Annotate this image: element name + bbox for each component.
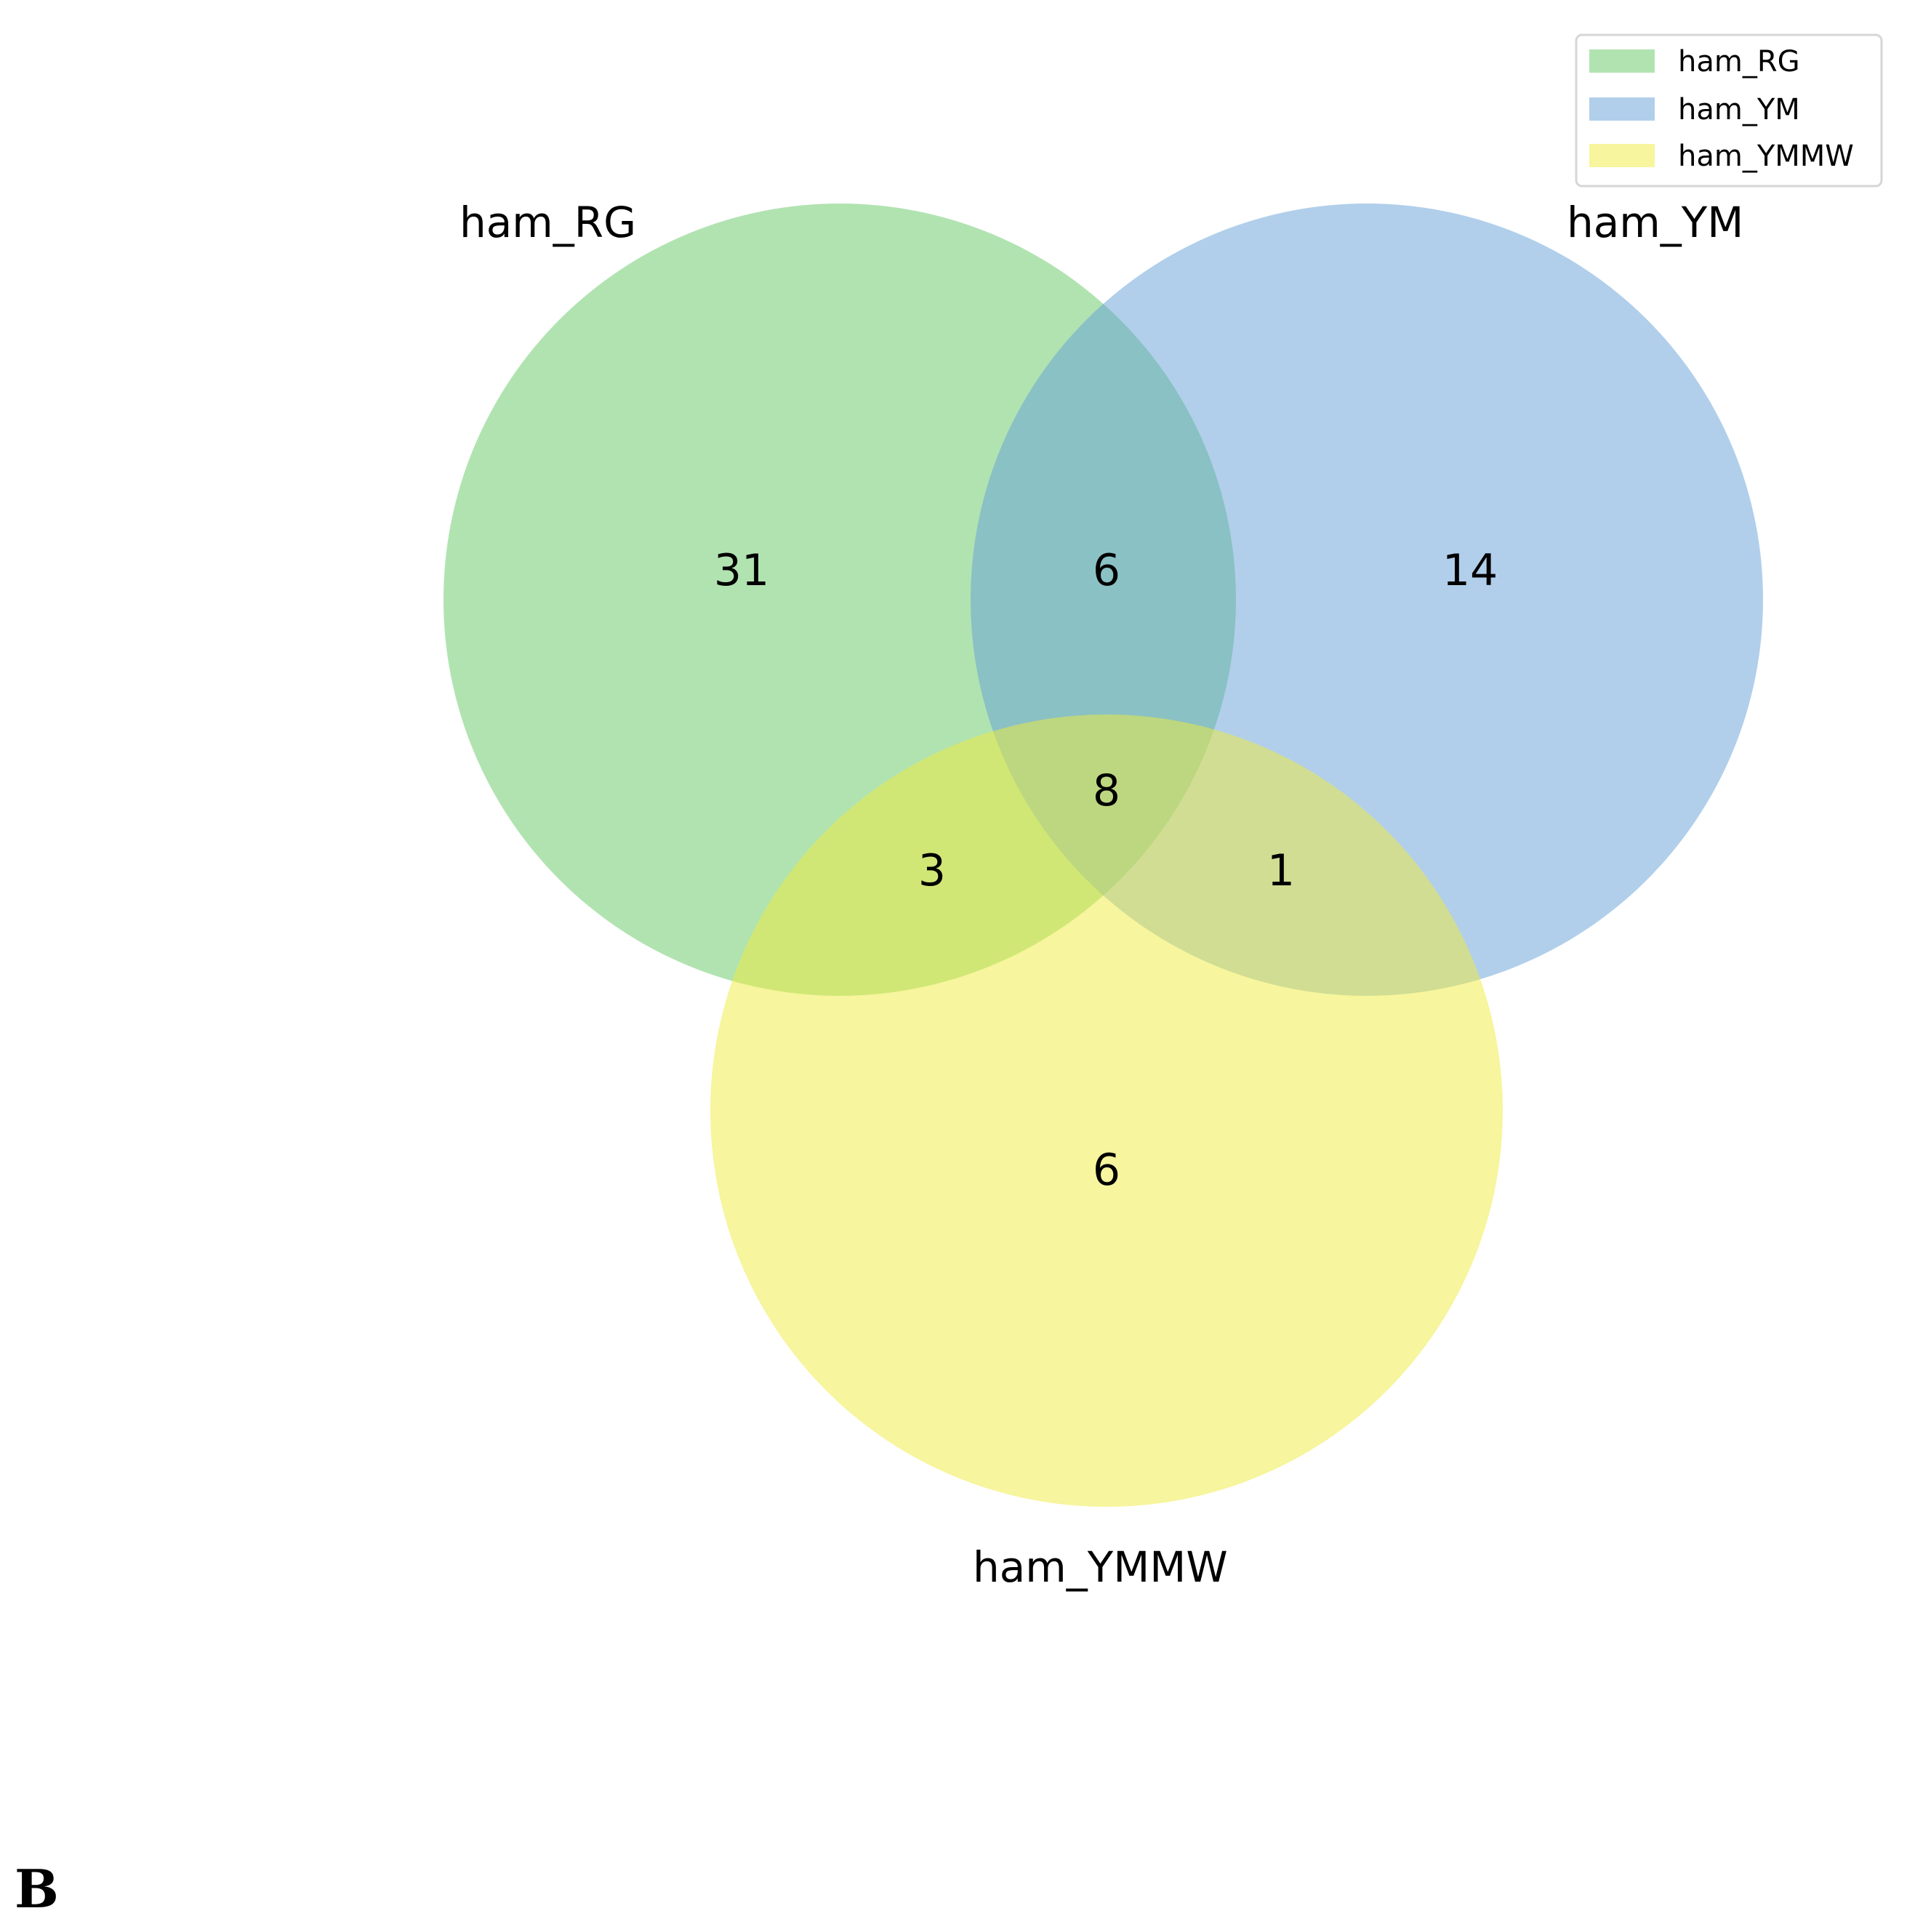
set-label-ham-rg: ham_RG	[459, 198, 636, 247]
legend-swatch-ham-ym	[1589, 97, 1655, 121]
count-ym-ymmw: 1	[1267, 845, 1295, 896]
set-label-ham-ymmw: ham_YMMW	[973, 1542, 1228, 1592]
count-all-three: 8	[1093, 765, 1120, 816]
legend-swatch-ham-ymmw	[1589, 144, 1655, 167]
circle-ham-ymmw	[710, 715, 1503, 1507]
count-ymmw-only: 6	[1093, 1145, 1120, 1196]
count-rg-ym: 6	[1093, 545, 1120, 596]
count-rg-ymmw: 3	[918, 845, 946, 896]
legend-label-ham-rg: ham_RG	[1678, 45, 1800, 79]
legend-label-ham-ymmw: ham_YMMW	[1678, 140, 1854, 173]
count-ym-only: 14	[1442, 545, 1498, 596]
panel-letter: B	[15, 1858, 59, 1920]
set-label-ham-ym: ham_YM	[1567, 198, 1743, 247]
count-rg-only: 31	[714, 545, 769, 596]
legend-label-ham-ym: ham_YM	[1678, 93, 1800, 126]
legend: ham_RG ham_YM ham_YMMW	[1575, 33, 1883, 188]
legend-swatch-ham-rg	[1589, 49, 1655, 73]
